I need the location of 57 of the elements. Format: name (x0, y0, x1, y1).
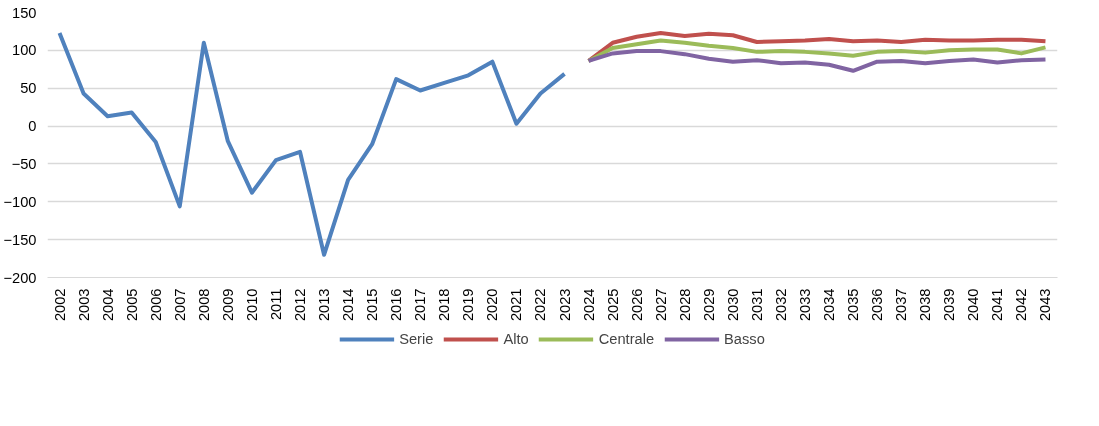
legend-label: Centrale (598, 331, 655, 347)
x-tick-label: 2029 (700, 288, 717, 322)
line-series (586, 30, 1048, 63)
x-tick-label: 2042 (1013, 288, 1030, 322)
y-tick-label: −100 (3, 193, 37, 210)
x-tick-label: 2010 (243, 288, 260, 322)
x-tick-label: 2019 (460, 288, 477, 322)
x-tick-label: 2035 (845, 288, 862, 322)
x-tick-label: 2016 (388, 288, 405, 322)
y-tick-label: −200 (3, 269, 37, 286)
legend-label: Basso (724, 331, 765, 347)
x-tick-label: 2031 (748, 288, 765, 322)
x-tick-label: 2015 (364, 288, 381, 322)
y-tick-label: −50 (11, 155, 37, 172)
x-tick-label: 2009 (219, 288, 236, 322)
x-tick-label: 2021 (508, 288, 525, 322)
x-tick-label: 2011 (267, 288, 284, 321)
line-series (586, 49, 1048, 73)
x-tick-label: 2027 (652, 288, 669, 322)
x-tick-label: 2040 (965, 288, 982, 322)
y-tick-label: 0 (28, 118, 37, 135)
x-tick-label: 2008 (195, 288, 212, 322)
x-tick-label: 2006 (147, 288, 164, 322)
y-tick-label: 50 (20, 80, 37, 97)
x-tick-label: 2039 (941, 288, 958, 322)
x-tick-label: 2026 (628, 288, 645, 322)
x-tick-label: 2013 (316, 288, 333, 322)
x-tick-label: 2033 (797, 288, 813, 322)
x-tick-label: 2014 (340, 288, 357, 322)
x-tick-label: 2034 (821, 288, 838, 322)
x-tick-label: 2022 (532, 288, 549, 322)
x-tick-label: 2012 (292, 288, 308, 322)
x-tick-label: 2036 (869, 288, 886, 322)
x-tick-label: 2002 (51, 288, 68, 322)
y-tick-label: 150 (12, 4, 37, 21)
line-series (57, 30, 567, 257)
x-tick-label: 2041 (989, 288, 1006, 322)
legend-label: Alto (503, 331, 529, 347)
x-tick-label: 2038 (917, 288, 934, 322)
x-tick-label: 2037 (893, 288, 910, 322)
x-tick-label: 2032 (772, 288, 789, 322)
y-tick-label: 100 (12, 42, 37, 59)
x-tick-label: 2028 (676, 288, 693, 322)
x-tick-label: 2020 (484, 288, 501, 322)
x-tick-label: 2043 (1037, 288, 1054, 322)
x-tick-label: 2030 (724, 288, 741, 322)
x-tick-label: 2007 (171, 288, 188, 322)
y-tick-label: −150 (3, 231, 37, 248)
x-tick-label: 2024 (580, 288, 597, 322)
x-tick-label: 2018 (436, 288, 453, 322)
x-tick-label: 2005 (123, 288, 140, 322)
legend-label: Serie (399, 331, 434, 347)
x-tick-label: 2004 (99, 288, 116, 322)
x-tick-label: 2017 (412, 288, 429, 322)
x-tick-label: 2023 (556, 288, 573, 322)
x-tick-label: 2003 (75, 288, 92, 322)
x-tick-label: 2025 (604, 288, 621, 322)
